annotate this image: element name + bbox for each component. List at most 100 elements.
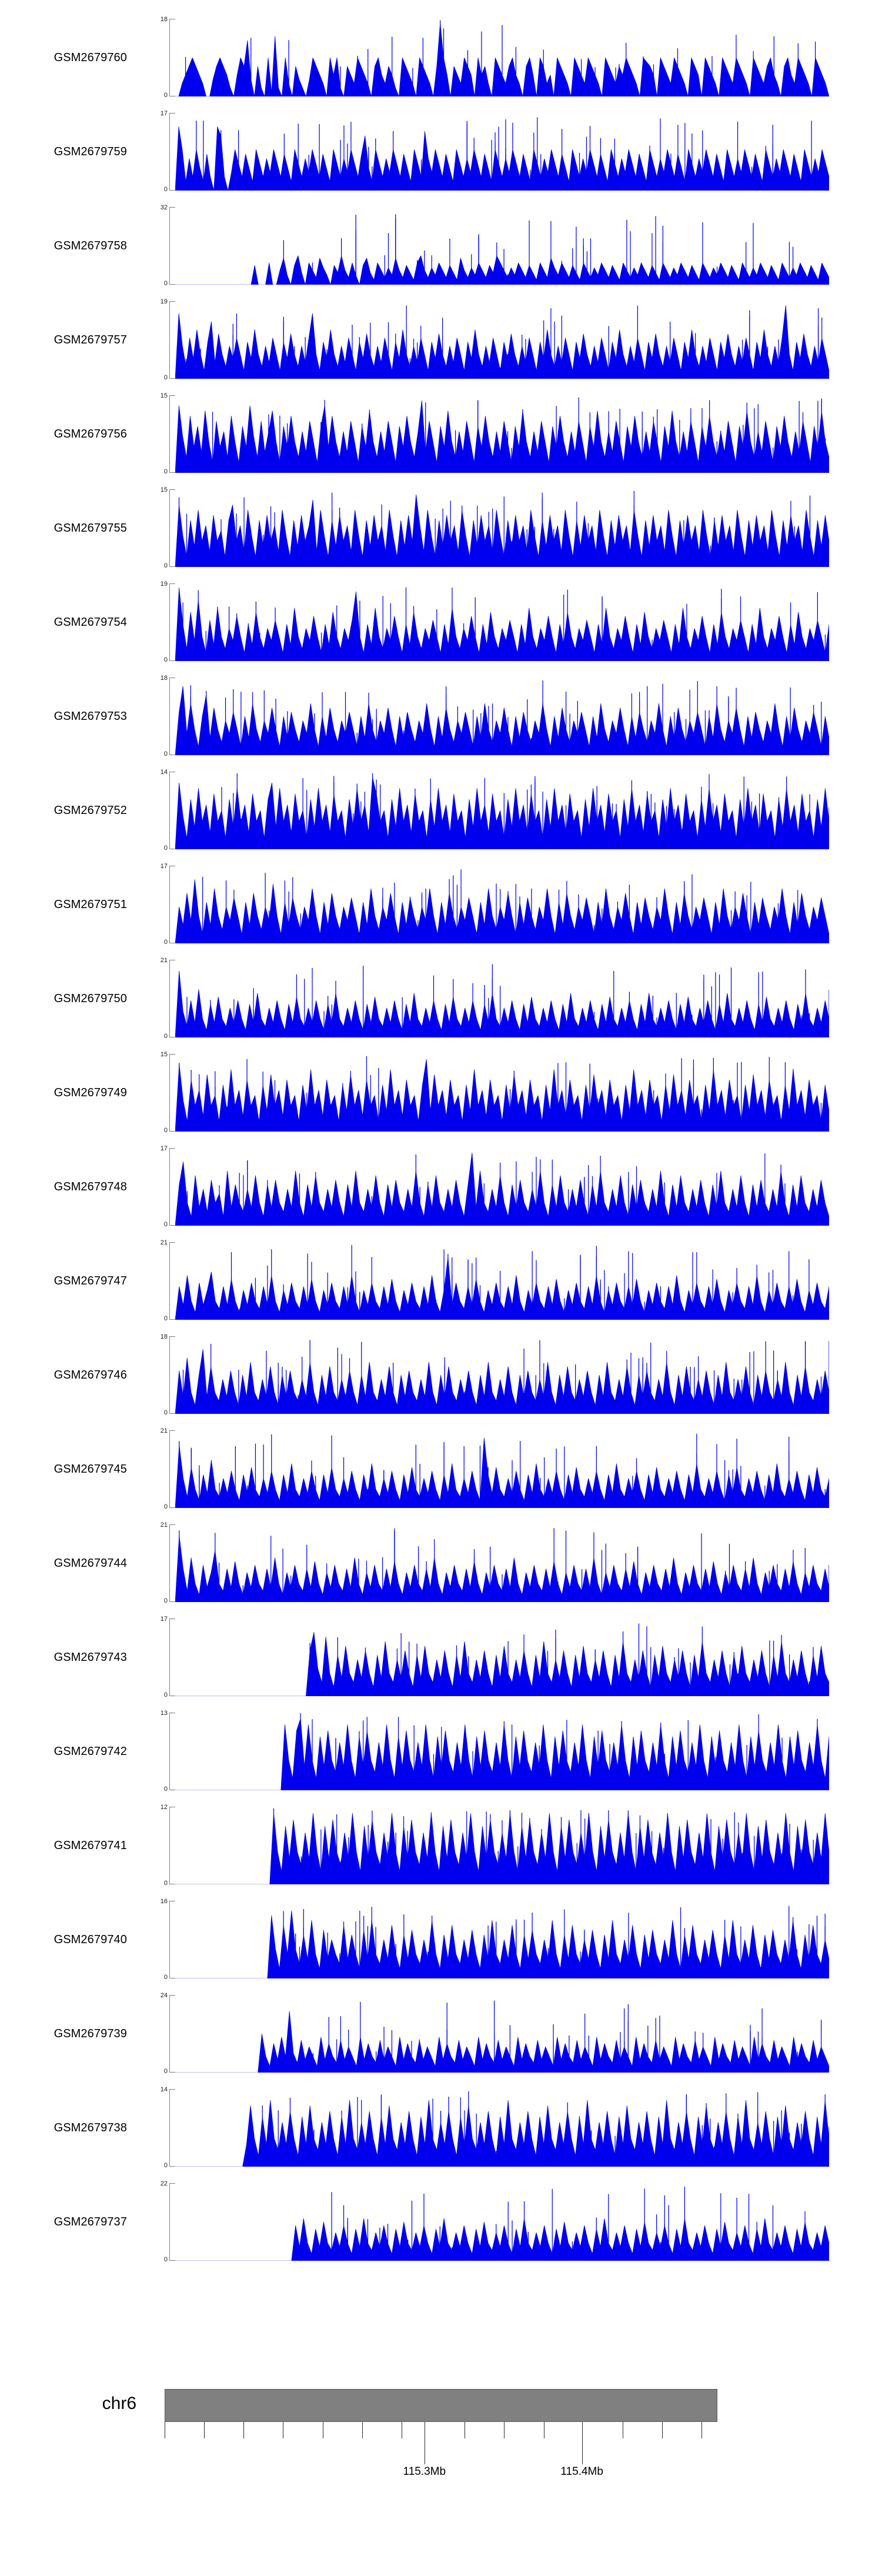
coverage-plot[interactable] bbox=[175, 1619, 829, 1696]
y-axis-max-label: 12 bbox=[160, 1804, 168, 1811]
coverage-plot[interactable] bbox=[175, 678, 829, 755]
coverage-plot[interactable] bbox=[175, 207, 829, 285]
y-axis-max-label: 18 bbox=[160, 1333, 168, 1340]
axis-tick-minor bbox=[662, 2422, 663, 2438]
chromosome-label: chr6 bbox=[102, 2394, 136, 2413]
coverage-plot[interactable] bbox=[175, 489, 829, 567]
coverage-plot[interactable] bbox=[175, 1995, 829, 2073]
track-label-gsm2679742: GSM2679742 bbox=[54, 1744, 127, 1758]
y-axis-max-label: 17 bbox=[160, 110, 168, 117]
y-axis-bracket bbox=[169, 1148, 175, 1226]
track-label-gsm2679741: GSM2679741 bbox=[54, 1838, 127, 1852]
y-axis-min-label: 0 bbox=[163, 1597, 168, 1604]
y-axis: 24 0 bbox=[154, 1993, 175, 2075]
track-label-gsm2679752: GSM2679752 bbox=[54, 803, 127, 817]
y-axis-min-label: 0 bbox=[163, 1409, 168, 1416]
y-axis: 32 0 bbox=[154, 204, 175, 287]
coverage-track-row: GSM2679753 18 0 bbox=[0, 669, 882, 763]
y-axis: 21 0 bbox=[154, 957, 175, 1040]
y-axis-max-label: 19 bbox=[160, 298, 168, 305]
y-axis: 14 0 bbox=[154, 2087, 175, 2169]
y-axis-max-label: 16 bbox=[160, 1898, 168, 1905]
coverage-plot[interactable] bbox=[175, 1713, 829, 1790]
y-axis-min-label: 0 bbox=[163, 1503, 168, 1510]
track-label-gsm2679746: GSM2679746 bbox=[54, 1368, 127, 1382]
y-axis: 18 0 bbox=[154, 1333, 175, 1416]
track-label-gsm2679737: GSM2679737 bbox=[54, 2215, 127, 2228]
coverage-plot[interactable] bbox=[175, 1242, 829, 1320]
coverage-track-row: GSM2679739 24 0 bbox=[0, 1987, 882, 2081]
coverage-plot[interactable] bbox=[175, 866, 829, 943]
track-label-gsm2679757: GSM2679757 bbox=[54, 333, 127, 346]
coverage-plot[interactable] bbox=[175, 1430, 829, 1508]
coverage-plot[interactable] bbox=[175, 301, 829, 379]
coverage-plot[interactable] bbox=[175, 1336, 829, 1414]
y-axis-bracket bbox=[169, 1901, 175, 1978]
coverage-plot[interactable] bbox=[175, 2183, 829, 2261]
y-axis-bracket bbox=[169, 1524, 175, 1602]
y-axis-min-label: 0 bbox=[163, 2256, 168, 2263]
y-axis-max-label: 18 bbox=[160, 16, 168, 23]
coverage-plot[interactable] bbox=[175, 395, 829, 473]
coverage-plot[interactable] bbox=[175, 1807, 829, 1884]
coverage-plot[interactable] bbox=[175, 113, 829, 191]
coverage-track-row: GSM2679738 14 0 bbox=[0, 2081, 882, 2175]
y-axis: 21 0 bbox=[154, 1428, 175, 1510]
coverage-track-row: GSM2679742 13 0 bbox=[0, 1704, 882, 1798]
coverage-plot[interactable] bbox=[175, 19, 829, 96]
y-axis-bracket bbox=[169, 1336, 175, 1414]
coverage-track-row: GSM2679746 18 0 bbox=[0, 1328, 882, 1422]
y-axis: 12 0 bbox=[154, 1804, 175, 1887]
track-label-gsm2679748: GSM2679748 bbox=[54, 1180, 127, 1193]
coverage-track-row: GSM2679747 21 0 bbox=[0, 1234, 882, 1328]
coverage-plot[interactable] bbox=[175, 772, 829, 849]
track-label-gsm2679754: GSM2679754 bbox=[54, 615, 127, 629]
track-label-gsm2679750: GSM2679750 bbox=[54, 992, 127, 1005]
y-axis-max-label: 17 bbox=[160, 1616, 168, 1623]
y-axis-min-label: 0 bbox=[163, 656, 168, 663]
ideogram-row: chr6 115.3Mb 115.4Mb bbox=[0, 2382, 882, 2576]
coverage-plot[interactable] bbox=[175, 583, 829, 661]
y-axis-max-label: 15 bbox=[160, 392, 168, 399]
y-axis-bracket bbox=[169, 207, 175, 285]
coverage-plot[interactable] bbox=[175, 2089, 829, 2167]
y-axis: 22 0 bbox=[154, 2181, 175, 2263]
y-axis: 13 0 bbox=[154, 1710, 175, 1793]
coverage-plot[interactable] bbox=[175, 960, 829, 1037]
y-axis-max-label: 32 bbox=[160, 204, 168, 211]
coverage-plot[interactable] bbox=[175, 1901, 829, 1978]
coverage-plot[interactable] bbox=[175, 1524, 829, 1602]
coverage-plot[interactable] bbox=[175, 1054, 829, 1132]
track-label-gsm2679744: GSM2679744 bbox=[54, 1556, 127, 1570]
y-axis-bracket bbox=[169, 19, 175, 96]
y-axis-min-label: 0 bbox=[163, 468, 168, 475]
track-label-gsm2679739: GSM2679739 bbox=[54, 2027, 127, 2040]
coverage-track-row: GSM2679750 21 0 bbox=[0, 952, 882, 1046]
y-axis-bracket bbox=[169, 772, 175, 849]
axis-tick-minor bbox=[203, 2422, 205, 2438]
track-label-gsm2679740: GSM2679740 bbox=[54, 1933, 127, 1946]
axis-tick-minor bbox=[243, 2422, 245, 2438]
y-axis-bracket bbox=[169, 1619, 175, 1696]
y-axis-bracket bbox=[169, 866, 175, 943]
coverage-plot[interactable] bbox=[175, 1148, 829, 1226]
y-axis-max-label: 19 bbox=[160, 580, 168, 588]
y-axis: 14 0 bbox=[154, 769, 175, 852]
track-label-gsm2679759: GSM2679759 bbox=[54, 145, 127, 158]
y-axis-bracket bbox=[169, 1054, 175, 1132]
axis-tick-label: 115.4Mb bbox=[560, 2465, 603, 2478]
y-axis: 17 0 bbox=[154, 1616, 175, 1699]
coverage-track-row: GSM2679737 22 0 bbox=[0, 2175, 882, 2269]
y-axis: 19 0 bbox=[154, 298, 175, 381]
track-label-gsm2679743: GSM2679743 bbox=[54, 1650, 127, 1664]
y-axis: 15 0 bbox=[154, 1052, 175, 1134]
y-axis-min-label: 0 bbox=[163, 939, 168, 946]
coverage-track-row: GSM2679756 15 0 bbox=[0, 387, 882, 481]
y-axis-min-label: 0 bbox=[163, 1221, 168, 1228]
y-axis: 15 0 bbox=[154, 392, 175, 475]
chromosome-bar[interactable] bbox=[165, 2389, 717, 2422]
y-axis-bracket bbox=[169, 1430, 175, 1508]
y-axis-max-label: 13 bbox=[160, 1710, 168, 1717]
axis-tick-label: 115.3Mb bbox=[403, 2465, 446, 2478]
